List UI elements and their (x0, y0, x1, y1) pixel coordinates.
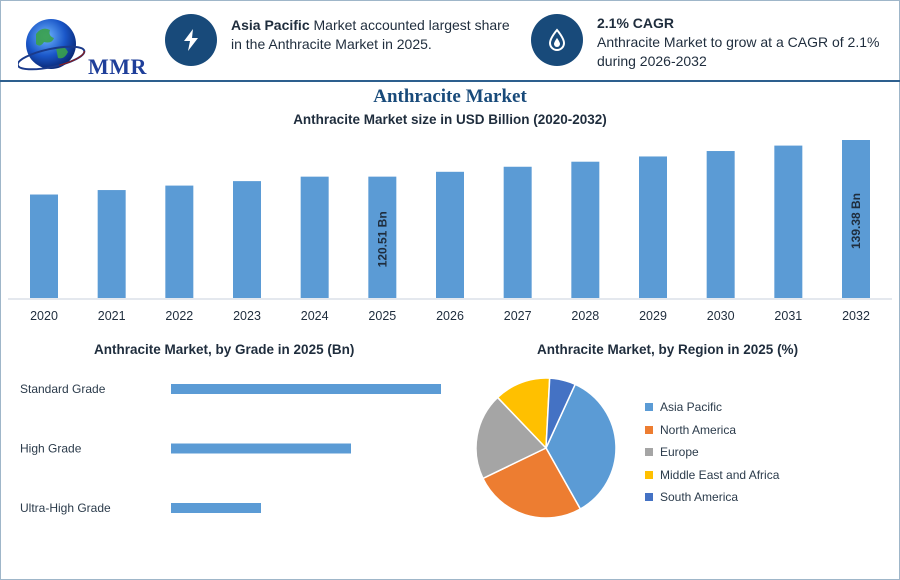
region-legend: Asia Pacific North America Europe Middle Ea… (645, 396, 779, 509)
x-tick-2030: 2030 (707, 309, 735, 323)
pie-slice-1 (481, 447, 582, 519)
grade-label-0: Standard Grade (20, 382, 106, 396)
legend-swatch-3 (645, 470, 653, 479)
legend-swatch-2 (645, 448, 653, 457)
x-tick-2024: 2024 (301, 309, 329, 323)
legend-swatch-4 (645, 493, 653, 502)
legend-item-0: Asia Pacific (645, 396, 779, 419)
grade-bar-chart: Standard Grade High Grade Ultra-High Grade (20, 382, 441, 515)
bar-2027 (503, 166, 532, 298)
pie-slice-4 (545, 377, 577, 449)
market-size-bar-chart: 2020 2021 2022 2023 2024 2025 120.51 Bn 2026 202… (8, 140, 892, 323)
grade-bar-2 (171, 503, 261, 513)
grade-label-2: Ultra-High Grade (20, 501, 111, 515)
x-tick-2027: 2027 (504, 309, 532, 323)
region-pie-chart (475, 377, 617, 519)
bar-2022 (165, 185, 194, 298)
grade-label-1: High Grade (20, 442, 82, 456)
x-tick-2021: 2021 (98, 309, 126, 323)
legend-item-4: South America (645, 486, 779, 509)
legend-item-1: North America (645, 419, 779, 442)
kpi-cagr-bold: 2.1% CAGR (597, 15, 675, 31)
legend-swatch-1 (645, 425, 653, 434)
grade-bar-1 (171, 443, 351, 454)
grade-chart-title: Anthracite Market, by Grade in 2025 (Bn) (94, 342, 355, 357)
x-tick-2028: 2028 (571, 309, 599, 323)
region-chart-title: Anthracite Market, by Region in 2025 (%) (537, 342, 799, 357)
mmr-logo: MMR (16, 14, 146, 79)
globe-icon (16, 19, 86, 71)
bar-2028 (571, 161, 600, 298)
bar-2026 (436, 171, 464, 298)
flame-drop-icon (531, 14, 583, 66)
lightning-bolt-icon (165, 14, 217, 66)
legend-swatch-0 (645, 403, 653, 412)
legend-label-4: South America (660, 490, 739, 505)
bar-2023 (233, 181, 261, 298)
x-tick-2026: 2026 (436, 309, 464, 323)
data-label-2032: 139.38 Bn (849, 193, 863, 249)
bar-2025 (368, 176, 397, 298)
bar-2030 (706, 151, 735, 298)
kpi-cagr-text: Anthracite Market to grow at a CAGR of 2… (597, 34, 880, 69)
x-tick-2025: 2025 (368, 309, 396, 323)
chart-subtitle: Anthracite Market size in USD Billion (2… (293, 112, 607, 127)
bar-2032 (842, 140, 870, 298)
bar-2031 (774, 145, 803, 298)
x-tick-2029: 2029 (639, 309, 667, 323)
legend-item-2: Europe (645, 441, 779, 464)
data-label-2025: 120.51 Bn (375, 211, 389, 267)
legend-label-2: Europe (660, 445, 699, 460)
chart-main-title: Anthracite Market (373, 86, 527, 107)
grade-bar-0 (171, 384, 441, 394)
kpi-region-text: Market accounted largest share in the An… (231, 17, 510, 52)
bar-2024 (300, 176, 329, 298)
legend-label-0: Asia Pacific (660, 400, 723, 415)
kpi-cagr: 2.1% CAGR Anthracite Market to grow at a… (597, 14, 887, 71)
x-tick-2031: 2031 (774, 309, 802, 323)
header-divider (0, 80, 900, 82)
x-tick-2032: 2032 (842, 309, 870, 323)
logo-text: MMR (88, 54, 147, 79)
pie-slice-2 (475, 396, 548, 480)
legend-label-1: North America (660, 422, 737, 437)
legend-label-3: Middle East and Africa (660, 467, 780, 482)
x-tick-2022: 2022 (165, 309, 193, 323)
bar-2020 (30, 194, 58, 298)
x-tick-2020: 2020 (30, 309, 58, 323)
kpi-region-share: Asia Pacific Market accounted largest sh… (231, 16, 521, 54)
bar-2021 (97, 190, 126, 298)
bar-2029 (639, 156, 667, 298)
kpi-region-bold: Asia Pacific (231, 17, 310, 33)
x-tick-2023: 2023 (233, 309, 261, 323)
pie-slice-3 (496, 377, 551, 450)
legend-item-3: Middle East and Africa (645, 464, 779, 487)
